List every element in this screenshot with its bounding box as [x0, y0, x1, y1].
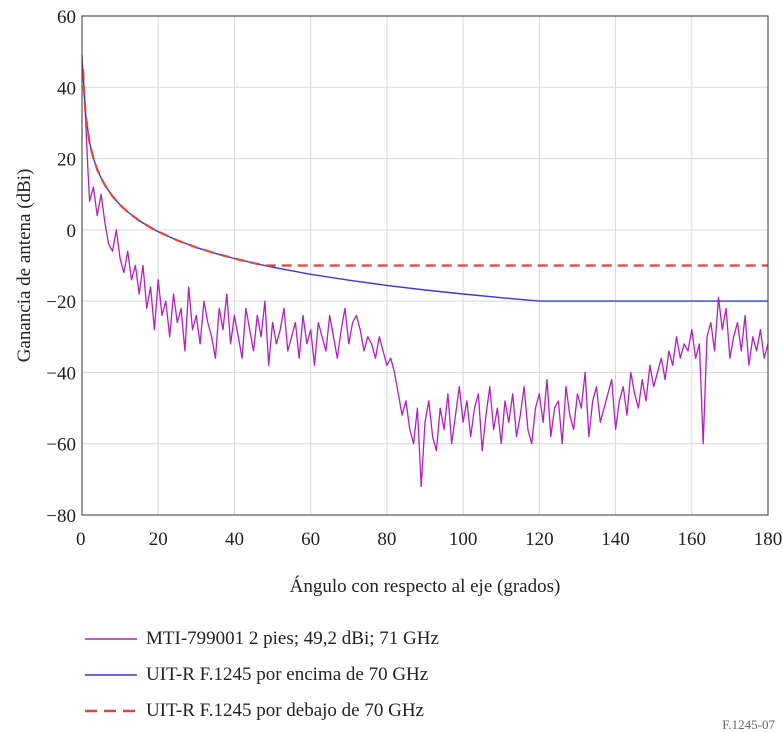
x-tick-label: 40	[225, 529, 244, 550]
legend-item-above-70ghz: UIT-R F.1245 por encima de 70 GHz	[85, 664, 428, 686]
tick-labels: 0 20 40 60 80 100 120 140 160 180 −80 −60 −40 −20 0 20 4…	[46, 7, 782, 550]
legend-label-measured: MTI-799001 2 pies; 49,2 dBi; 71 GHz	[146, 628, 439, 649]
legend-swatch-measured	[85, 638, 137, 640]
y-tick-label: −20	[46, 292, 76, 313]
series-line-measured	[81, 55, 769, 488]
x-tick-label: 140	[601, 529, 630, 550]
series-line-below-70ghz	[82, 69, 768, 267]
x-tick-label: 180	[754, 529, 783, 550]
legend-label-above-70ghz: UIT-R F.1245 por encima de 70 GHz	[146, 664, 429, 685]
grid	[81, 15, 769, 516]
y-tick-label: −80	[46, 506, 76, 527]
plot-frame	[81, 15, 769, 516]
y-tick-label: 60	[57, 7, 76, 28]
x-tick-label: 120	[525, 529, 554, 550]
x-tick-label: 20	[149, 529, 168, 550]
figure-id: F.1245-07	[722, 717, 775, 732]
x-axis-label: Ángulo con respecto al eje (grados)	[290, 575, 561, 597]
x-tick-label: 60	[301, 529, 320, 550]
legend-swatch-above-70ghz	[85, 674, 137, 676]
x-tick-label: 160	[678, 529, 707, 550]
y-tick-label: −40	[46, 363, 76, 384]
y-tick-label: 40	[57, 78, 76, 99]
x-tick-label: 100	[449, 529, 478, 550]
y-tick-label: −60	[46, 435, 76, 456]
legend-swatch-below-70ghz	[85, 709, 137, 713]
series-line-above-70ghz	[82, 69, 768, 302]
series-layer	[81, 55, 769, 488]
chart: 0 20 40 60 80 100 120 140 160 180 −80 −60 −40 −20 0 20 4…	[14, 7, 782, 597]
y-axis-label: Ganancia de antena (dBi)	[14, 169, 35, 363]
x-tick-label: 0	[76, 529, 86, 550]
legend-item-below-70ghz: UIT-R F.1245 por debajo de 70 GHz	[85, 700, 424, 722]
legend-item-measured: MTI-799001 2 pies; 49,2 dBi; 71 GHz	[85, 628, 439, 650]
y-tick-label: 20	[57, 150, 76, 171]
x-tick-label: 80	[377, 529, 396, 550]
legend-label-below-70ghz: UIT-R F.1245 por debajo de 70 GHz	[146, 700, 424, 721]
y-tick-label: 0	[67, 221, 77, 242]
